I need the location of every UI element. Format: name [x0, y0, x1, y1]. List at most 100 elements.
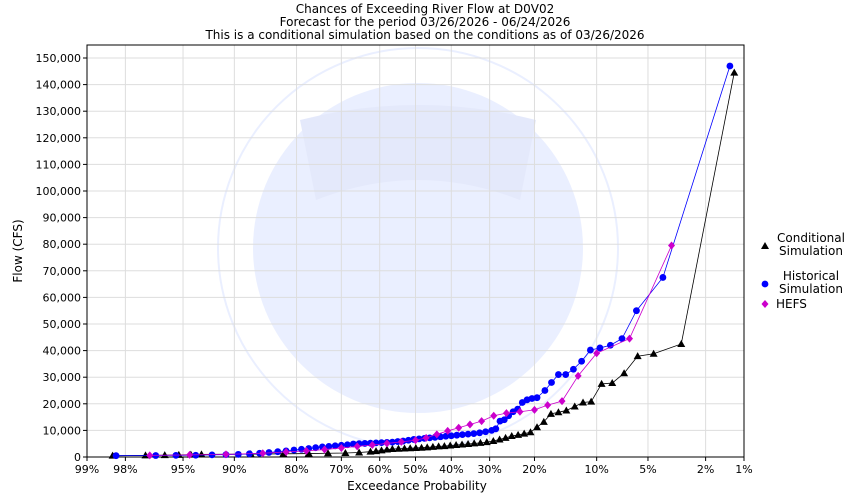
x-tick-label: 98% [113, 463, 137, 476]
data-point [544, 401, 552, 410]
data-point [520, 429, 529, 437]
data-point [526, 428, 535, 436]
x-tick-label: 1% [735, 463, 752, 476]
data-point [422, 433, 430, 442]
x-tick-label: 5% [639, 463, 656, 476]
y-tick-label: 150,000 [36, 52, 82, 65]
legend-label: HEFS [776, 297, 807, 311]
data-point [341, 449, 350, 457]
data-point [453, 431, 461, 439]
data-point [478, 417, 486, 426]
noaa-seal-disc [253, 83, 583, 413]
data-point [554, 408, 563, 416]
data-point [633, 307, 640, 315]
data-point [440, 442, 449, 450]
x-tick-label: 80% [284, 463, 308, 476]
legend-marker [761, 242, 769, 249]
data-point [530, 405, 538, 414]
y-tick-label: 60,000 [43, 291, 82, 304]
data-point [282, 447, 290, 456]
data-point [514, 430, 523, 438]
legend-label: Simulation [779, 244, 843, 258]
data-point [507, 431, 516, 439]
data-point [492, 425, 500, 433]
x-tick-label: 60% [367, 463, 391, 476]
y-axis-label: Flow (CFS) [11, 219, 25, 282]
data-point [321, 445, 329, 454]
data-point [331, 442, 339, 450]
data-point [302, 446, 310, 455]
data-point [361, 440, 369, 447]
data-point [466, 420, 474, 429]
data-point [290, 446, 298, 454]
y-tick-label: 20,000 [43, 398, 82, 411]
x-tick-label: 50% [403, 463, 427, 476]
series-triangle [108, 68, 739, 459]
data-point [397, 437, 405, 446]
y-tick-label: 100,000 [36, 185, 82, 198]
x-tick-label: 10% [584, 463, 608, 476]
data-point [677, 339, 686, 347]
series-layer [108, 62, 739, 460]
data-point [633, 352, 642, 360]
data-point [730, 68, 739, 76]
legend-marker [761, 280, 769, 288]
data-point [570, 402, 579, 410]
data-point [324, 449, 333, 457]
data-point [608, 379, 617, 387]
chart-title: Chances of Exceeding River Flow at D0V02 [296, 2, 555, 16]
data-point [579, 398, 588, 406]
data-point [405, 436, 412, 444]
data-point [388, 438, 396, 446]
data-point [490, 411, 498, 420]
data-point [146, 451, 154, 460]
data-point [274, 448, 282, 456]
data-point [459, 431, 466, 439]
legend-marker [761, 300, 769, 308]
data-point [555, 371, 562, 378]
data-point [596, 344, 604, 352]
data-point [539, 417, 548, 425]
data-point [388, 445, 397, 453]
data-point [355, 448, 364, 456]
data-point [578, 357, 586, 365]
data-point [434, 442, 443, 450]
y-tick-label: 140,000 [36, 79, 82, 92]
x-tick-label: 30% [477, 463, 501, 476]
data-point [433, 430, 441, 439]
x-tick-label: 90% [222, 463, 246, 476]
data-point [464, 439, 473, 447]
data-point [620, 369, 629, 377]
data-point [587, 346, 594, 354]
data-point [593, 349, 601, 358]
legend-label: Conditional [777, 231, 845, 245]
data-point [606, 341, 614, 349]
y-tick-label: 70,000 [43, 265, 82, 278]
data-point [160, 451, 169, 459]
data-point [447, 432, 455, 440]
y-tick-label: 30,000 [43, 371, 82, 384]
data-point [668, 241, 676, 250]
data-point [400, 444, 409, 452]
data-point [570, 365, 577, 373]
chart-subtitle-2: This is a conditional simulation based o… [204, 28, 644, 42]
data-point [533, 394, 541, 402]
x-axis-ticks: 99% 98% 95% 90% 80% 70% 60% 50% 40% 30% 20% 10% 5% 2%… [75, 457, 753, 476]
data-point [382, 445, 391, 453]
data-point [428, 442, 437, 450]
data-point [501, 433, 510, 441]
data-point [470, 439, 479, 447]
data-point [726, 62, 734, 70]
data-point [502, 409, 510, 418]
data-point [222, 450, 230, 459]
data-point [495, 435, 504, 443]
data-point [406, 444, 415, 452]
legend-item: HEFS [761, 297, 807, 311]
data-point [618, 335, 626, 343]
data-point [458, 440, 467, 448]
data-point [337, 443, 345, 452]
data-point [417, 443, 426, 451]
